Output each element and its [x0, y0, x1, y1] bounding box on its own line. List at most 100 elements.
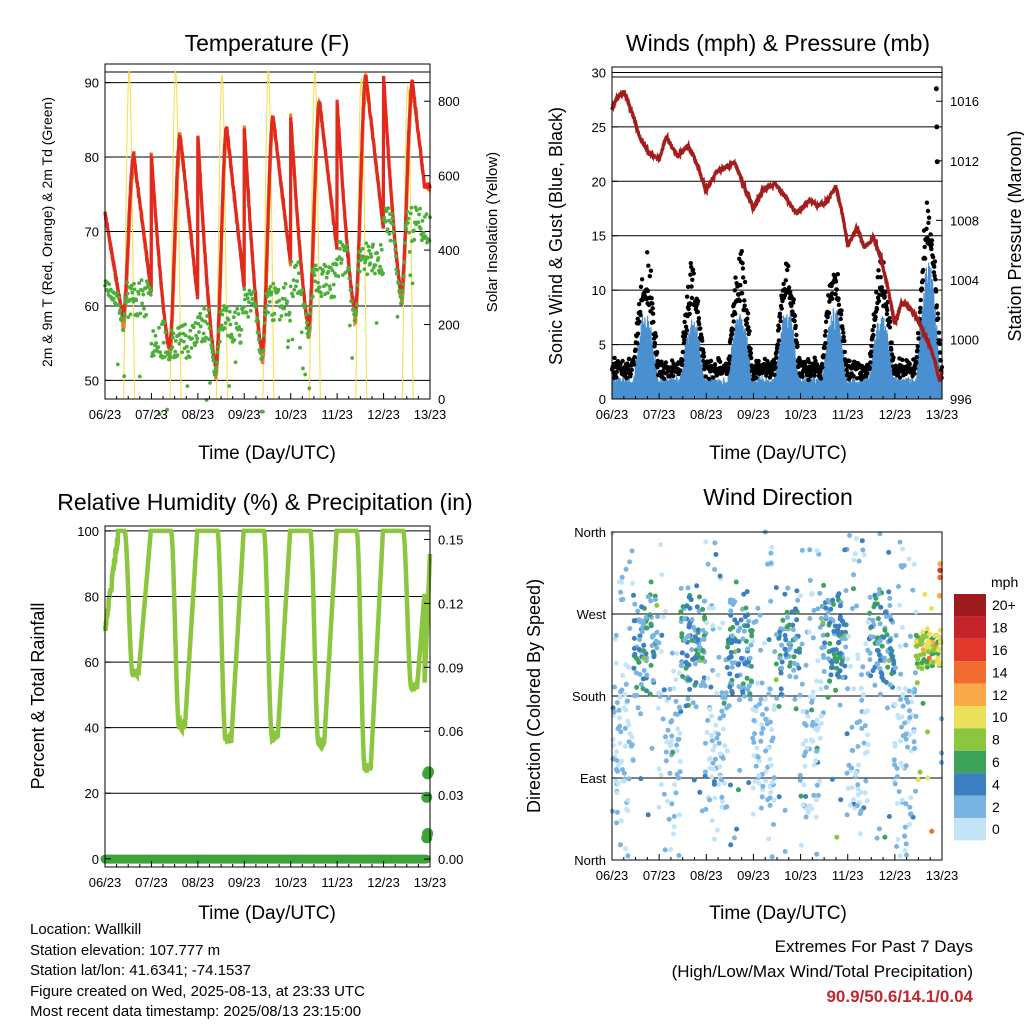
- direction-point: [644, 688, 650, 694]
- dewpoint-point: [215, 360, 219, 365]
- direction-point: [817, 778, 823, 784]
- gust-point: [808, 371, 814, 377]
- direction-point: [914, 680, 920, 686]
- gust-point: [794, 332, 799, 338]
- dewpoint-point: [243, 297, 247, 302]
- dewpoint-point: [385, 227, 390, 232]
- recent-timestamp: Most recent data timestamp: 2025/08/13 2…: [30, 1003, 362, 1020]
- direction-point: [744, 589, 750, 595]
- dewpoint-point: [145, 280, 150, 285]
- direction-scatter: [609, 529, 945, 860]
- dewpoint-point: [189, 346, 194, 350]
- direction-point: [721, 713, 726, 719]
- direction-point: [622, 743, 628, 749]
- temperature-series: [103, 69, 432, 417]
- direction-point: [810, 738, 816, 744]
- gust-point: [869, 349, 874, 354]
- dewpoint-point: [244, 310, 249, 315]
- gust-point: [869, 343, 874, 349]
- dewpoint-point: [339, 261, 344, 265]
- direction-point: [625, 808, 631, 814]
- dewpoint-point: [151, 329, 156, 333]
- dewpoint-point: [184, 344, 189, 349]
- dewpoint-point: [222, 326, 227, 330]
- direction-y-ticks: North East South West North: [572, 525, 618, 868]
- gust-point: [786, 263, 791, 269]
- dewpoint-point: [236, 312, 241, 316]
- direction-point: [764, 706, 769, 712]
- gust-point: [933, 289, 939, 294]
- direction-point: [623, 566, 629, 572]
- direction-point: [916, 664, 922, 670]
- direction-point: [755, 754, 761, 760]
- direction-point: [821, 655, 827, 660]
- direction-point: [909, 699, 915, 705]
- direction-point: [720, 620, 726, 626]
- gust-point: [686, 284, 691, 289]
- direction-point: [912, 670, 918, 676]
- direction-point: [706, 605, 712, 611]
- y-tick-label: 10: [592, 283, 606, 298]
- humidity-xlabel: Time (Day/UTC): [198, 903, 336, 924]
- gust-point: [929, 238, 935, 243]
- gust-point: [732, 288, 737, 293]
- direction-point: [833, 687, 839, 693]
- gust-point: [882, 294, 887, 299]
- x-tick-label: 11/23: [832, 407, 864, 422]
- direction-point: [902, 833, 908, 839]
- gust-point: [823, 319, 829, 324]
- dewpoint-point: [363, 258, 368, 263]
- direction-point: [761, 640, 767, 646]
- gust-point: [806, 377, 811, 383]
- gust-point: [701, 358, 706, 364]
- dewpoint-point: [316, 280, 320, 285]
- direction-point: [899, 624, 905, 630]
- dewpoint-point: [334, 262, 339, 267]
- direction-point: [702, 773, 708, 779]
- gust-point: [772, 360, 778, 365]
- direction-point: [809, 707, 815, 713]
- dewpoint-point: [234, 321, 239, 326]
- direction-point: [631, 618, 637, 624]
- x-tick-label: 06/23: [596, 868, 629, 883]
- gust-point: [842, 349, 847, 355]
- dewpoint-point: [304, 326, 309, 330]
- dewpoint-point: [290, 337, 295, 342]
- direction-point: [723, 804, 729, 810]
- direction-point: [668, 847, 674, 852]
- direction-point: [887, 613, 893, 619]
- direction-point: [763, 768, 769, 774]
- direction-point: [678, 585, 684, 591]
- dewpoint-point: [246, 315, 251, 319]
- dewpoint-point: [414, 208, 419, 213]
- direction-point: [616, 707, 622, 713]
- gust-point: [795, 344, 800, 349]
- wind-direction-title: Wind Direction: [703, 484, 853, 510]
- dewpoint-point: [336, 274, 341, 279]
- extremes-title: Extremes For Past 7 Days: [774, 937, 973, 956]
- dewpoint-point: [211, 355, 215, 359]
- direction-point: [687, 677, 693, 683]
- dewpoint-point: [251, 289, 256, 294]
- dewpoint-point: [183, 322, 188, 327]
- y-tick-label: 15: [592, 229, 606, 244]
- gust-point: [851, 373, 856, 379]
- gust-point: [701, 350, 706, 355]
- dewpoint-point: [229, 332, 234, 337]
- gust-point: [813, 358, 818, 363]
- humidity-ylabel: Percent & Total Rainfall: [28, 603, 48, 790]
- dewpoint-point: [416, 220, 421, 225]
- gust-point: [620, 358, 625, 364]
- direction-point: [641, 642, 647, 648]
- gust-point: [937, 350, 943, 355]
- direction-point: [802, 763, 808, 769]
- dewpoint-point: [288, 284, 293, 289]
- direction-point: [723, 690, 729, 696]
- gust-point: [845, 371, 850, 376]
- direction-point: [899, 714, 905, 720]
- direction-point: [645, 812, 651, 818]
- dewpoint-point: [216, 345, 221, 349]
- extremes-subtitle: (High/Low/Max Wind/Total Precipitation): [671, 962, 973, 981]
- dewpoint-point: [195, 336, 200, 341]
- direction-point: [678, 709, 684, 714]
